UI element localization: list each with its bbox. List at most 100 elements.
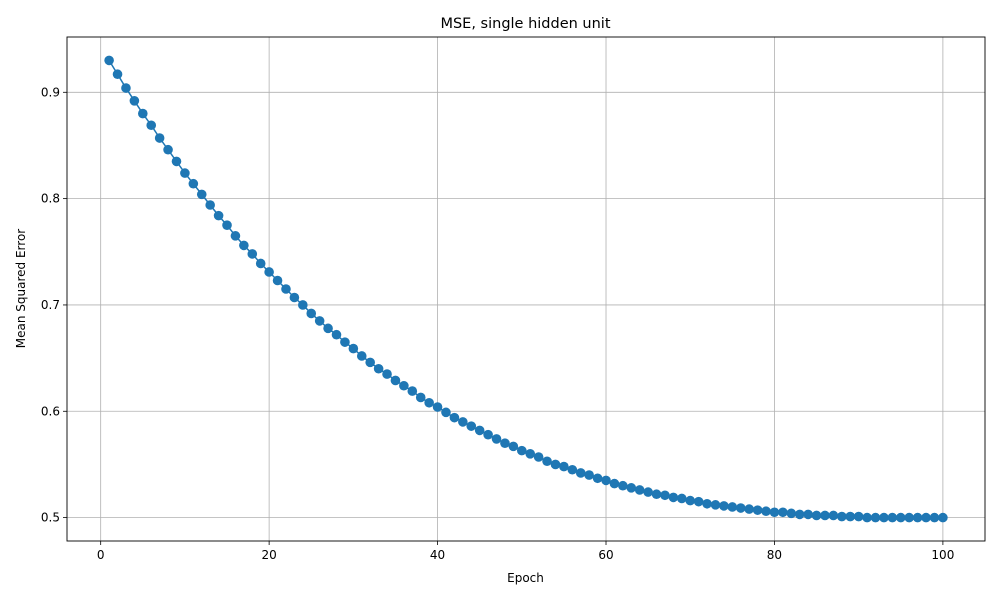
x-tick-label: 40 [430, 548, 445, 562]
x-axis-ticks: 0 20 40 60 80 100 [97, 541, 954, 562]
data-point [879, 512, 889, 523]
data-point [727, 502, 738, 512]
data-point [870, 512, 881, 523]
data-point [516, 445, 527, 456]
data-point [811, 510, 822, 521]
data-point [281, 284, 291, 294]
plot-frame [66, 36, 986, 542]
data-point [584, 470, 594, 480]
data-point [533, 452, 544, 462]
series-layer [104, 55, 948, 523]
data-point [323, 323, 333, 334]
data-point [188, 178, 199, 189]
data-point [887, 512, 898, 523]
data-point [592, 473, 603, 484]
data-point [508, 441, 519, 452]
data-point [929, 512, 940, 523]
x-tick-label: 20 [261, 548, 276, 562]
data-point [458, 417, 468, 427]
data-point [171, 156, 182, 167]
data-point [356, 351, 367, 361]
data-point [314, 316, 325, 326]
data-point [365, 357, 375, 368]
data-point [340, 337, 350, 347]
data-point [626, 483, 637, 493]
data-point [239, 240, 249, 251]
grid [67, 37, 985, 541]
data-point [399, 380, 409, 391]
data-point [289, 292, 300, 303]
data-point [121, 83, 131, 93]
data-point [205, 200, 215, 210]
data-point [129, 95, 140, 106]
data-point [803, 509, 813, 520]
data-point [660, 490, 670, 501]
data-point [441, 407, 451, 418]
data-point [407, 386, 418, 396]
data-point [264, 267, 274, 277]
data-point [735, 503, 746, 513]
y-tick-label: 0.8 [41, 192, 60, 206]
y-axis-ticks: 0.5 0.6 0.7 0.8 0.9 [41, 85, 67, 525]
data-point [382, 369, 392, 379]
data-point [769, 507, 780, 518]
data-point [154, 133, 165, 143]
data-point [483, 429, 493, 440]
data-point [853, 511, 864, 522]
data-point [567, 464, 578, 475]
data-point [677, 493, 687, 504]
data-point [862, 512, 872, 523]
data-point [778, 507, 788, 518]
data-point [693, 496, 704, 507]
data-point [390, 375, 401, 386]
data-point [904, 512, 915, 523]
data-point [744, 504, 754, 514]
data-point [845, 511, 856, 522]
y-tick-label: 0.5 [41, 511, 60, 525]
data-point [104, 55, 114, 66]
y-tick-label: 0.9 [41, 85, 60, 99]
data-point [542, 456, 552, 467]
data-point [559, 461, 569, 472]
data-point [761, 506, 771, 517]
y-tick-label: 0.7 [41, 298, 60, 312]
data-point [912, 512, 923, 523]
x-tick-label: 100 [931, 548, 954, 562]
data-point [255, 258, 266, 269]
data-point [137, 108, 148, 119]
data-point [466, 421, 477, 431]
data-point [146, 120, 157, 131]
data-point [180, 168, 190, 178]
data-point [550, 459, 561, 470]
data-point [230, 231, 241, 241]
data-point [651, 489, 662, 500]
data-point [373, 363, 384, 374]
x-tick-label: 80 [767, 548, 782, 562]
x-tick-label: 0 [97, 548, 105, 562]
chart-title: MSE, single hidden unit [440, 16, 610, 32]
y-tick-label: 0.6 [41, 404, 60, 418]
data-point [247, 249, 258, 259]
data-point [298, 300, 308, 310]
data-point [112, 69, 123, 80]
data-point [575, 468, 586, 478]
data-point [525, 449, 536, 459]
data-point [702, 498, 712, 509]
data-point [348, 343, 359, 354]
data-point [820, 510, 830, 521]
data-point [685, 495, 696, 506]
data-point [668, 492, 679, 503]
data-point [432, 402, 443, 412]
data-point [331, 329, 342, 340]
data-point [634, 485, 645, 495]
data-point [752, 505, 763, 515]
data-point [719, 501, 729, 511]
data-point [601, 475, 611, 486]
data-point [609, 478, 620, 489]
data-point [710, 500, 721, 510]
data-point [196, 189, 207, 200]
data-point [222, 220, 232, 231]
y-axis-label: Mean Squared Error [14, 229, 28, 349]
data-point [794, 509, 805, 520]
